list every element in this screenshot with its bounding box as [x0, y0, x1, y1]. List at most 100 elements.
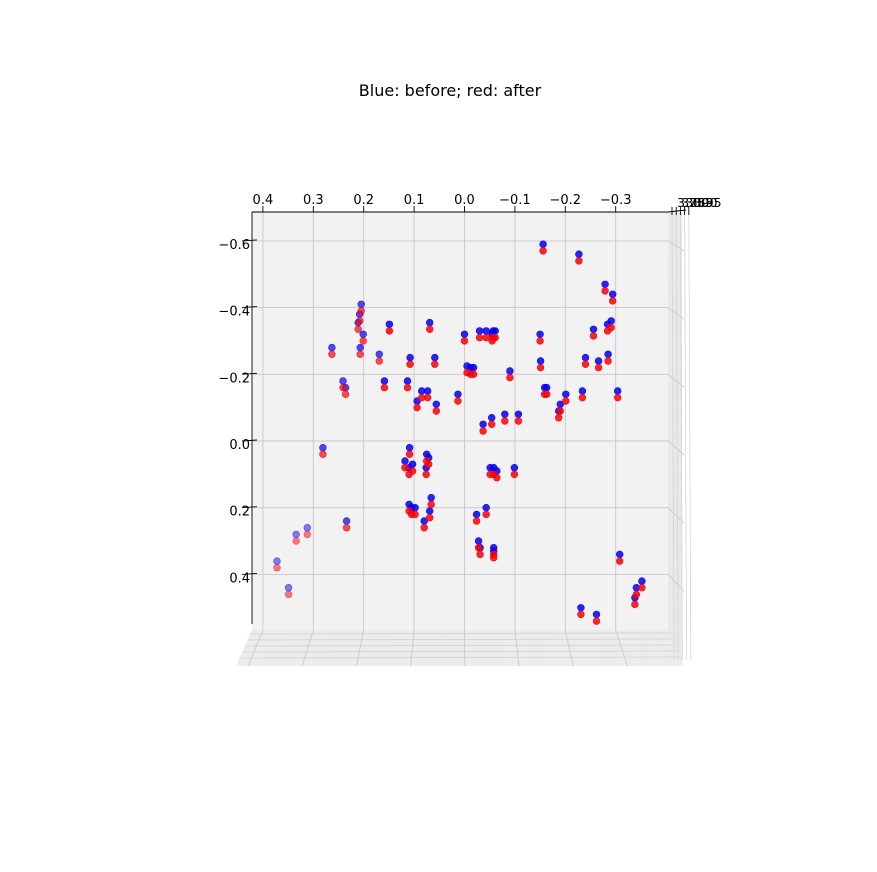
floor-pane	[236, 630, 684, 666]
scatter-point-after	[493, 474, 501, 482]
scatter-point-before	[356, 343, 364, 352]
z-tick-label: 3.85	[685, 195, 713, 210]
scatter-point-after	[490, 553, 498, 562]
scatter-point-after	[342, 523, 351, 532]
floor-depth-line	[239, 656, 681, 659]
scatter-point-after	[554, 414, 563, 422]
floor-depth-line	[250, 632, 670, 635]
z-tick-label: 3.80	[681, 195, 709, 210]
back-pane	[252, 212, 668, 630]
scatter-point-before	[472, 510, 481, 519]
scatter-point-before	[427, 494, 435, 502]
y-side-grid-line	[667, 307, 685, 320]
y-side-grid-line	[667, 574, 685, 592]
scatter-point-after	[425, 460, 433, 468]
scatter-point-before	[575, 250, 583, 258]
scatter-point-after	[454, 397, 462, 405]
scatter-point-after	[615, 557, 624, 565]
y-tick-mark	[241, 372, 258, 375]
scatter-point-before	[536, 330, 544, 338]
x-floor-grid-line	[301, 629, 314, 667]
scatter-point-before	[328, 343, 336, 352]
scatter-point-before	[501, 410, 509, 418]
scatter-point-after	[385, 327, 394, 335]
scatter-point-after	[607, 323, 615, 332]
scatter-point-after	[589, 332, 598, 340]
floor-depth-line	[244, 644, 676, 647]
scatter-point-after	[407, 510, 416, 519]
scatter-point-after	[575, 257, 583, 265]
scatter-point-after	[420, 523, 428, 532]
scatter-point-before	[581, 353, 590, 362]
scatter-point-before	[339, 377, 347, 385]
scatter-point-after	[469, 370, 478, 378]
scatter-point-after	[426, 513, 434, 522]
scatter-point-before	[342, 517, 351, 525]
x-tick-label: −0.1	[499, 193, 531, 208]
scatter-point-after	[422, 470, 430, 479]
scatter-point-after	[539, 247, 547, 255]
x-tick-label: −0.2	[550, 193, 582, 208]
scatter-point-after	[401, 464, 409, 472]
scatter-point-after	[426, 325, 434, 333]
scatter-point-after	[357, 307, 365, 315]
scatter-point-after	[578, 393, 587, 402]
scatter-point-before	[577, 604, 585, 612]
scatter-point-before	[613, 387, 622, 395]
scatter-point-after	[341, 390, 350, 398]
x-axis-ticks: 0.4 0.3 0.2 0.1 0.0 −0.1 −0.2 −0.3	[253, 193, 631, 212]
scatter-point-after	[413, 403, 421, 412]
floor-depth-line	[242, 650, 678, 653]
scatter-point-before	[589, 325, 598, 333]
scatter-point-after	[638, 583, 646, 592]
y-tick-label: −0.4	[218, 305, 250, 320]
scatter-point-before	[469, 363, 478, 372]
scatter-point-after	[536, 363, 545, 372]
scatter-point-after	[405, 470, 413, 479]
scatter-point-before	[431, 353, 439, 362]
scatter-point-after	[472, 517, 481, 525]
y-axis-ticks: −0.6 −0.4 −0.2 0.0 0.2 0.4	[218, 238, 258, 586]
scatter-point-after	[432, 407, 440, 415]
scatter-point-after	[431, 360, 439, 368]
scatter-point-after	[403, 383, 412, 392]
scatter-point-after	[479, 427, 487, 435]
scatter-point-before	[601, 280, 609, 288]
y-tick-mark	[241, 239, 258, 242]
axis-lines	[251, 209, 687, 624]
scatter-point-before	[375, 350, 383, 358]
scatter-point-after	[375, 357, 383, 365]
scatter-point-after	[273, 563, 281, 572]
scatter-point-before	[406, 353, 414, 362]
scatter-point-before	[510, 464, 519, 472]
y-tick-mark	[241, 439, 258, 442]
z-tick-label: 3.75	[677, 195, 705, 210]
scatter-point-before	[506, 367, 514, 375]
right-side-pane	[668, 212, 682, 666]
x-tick-label: 0.0	[454, 193, 475, 208]
scatter-point-after	[380, 383, 389, 392]
scatter-point-before	[540, 383, 549, 392]
scatter-point-after	[359, 337, 367, 345]
x-tick-label: 0.4	[253, 193, 274, 208]
scatter-point-after	[356, 350, 364, 358]
scatter-point-before	[608, 290, 617, 298]
scatter-point-after	[514, 417, 523, 425]
x-floor-grid-line	[514, 629, 520, 667]
x-tick-label: 0.2	[353, 193, 374, 208]
scatter-point-after	[501, 417, 509, 425]
y-side-grid-line	[667, 507, 685, 524]
y-tick-label: 0.2	[229, 505, 250, 520]
scatter-point-after	[562, 397, 570, 405]
scatter-point-after	[292, 537, 300, 545]
scatter-point-after	[556, 407, 564, 415]
scatter-point-before	[357, 300, 365, 308]
scatter-point-before	[475, 327, 484, 335]
y-tick-label: 0.4	[229, 571, 250, 586]
scatter-point-before	[539, 240, 547, 248]
scatter-point-before	[592, 610, 601, 619]
x-tick-label: 0.1	[404, 193, 425, 208]
scatter-point-after	[356, 317, 364, 325]
scatter-point-before	[426, 507, 434, 515]
